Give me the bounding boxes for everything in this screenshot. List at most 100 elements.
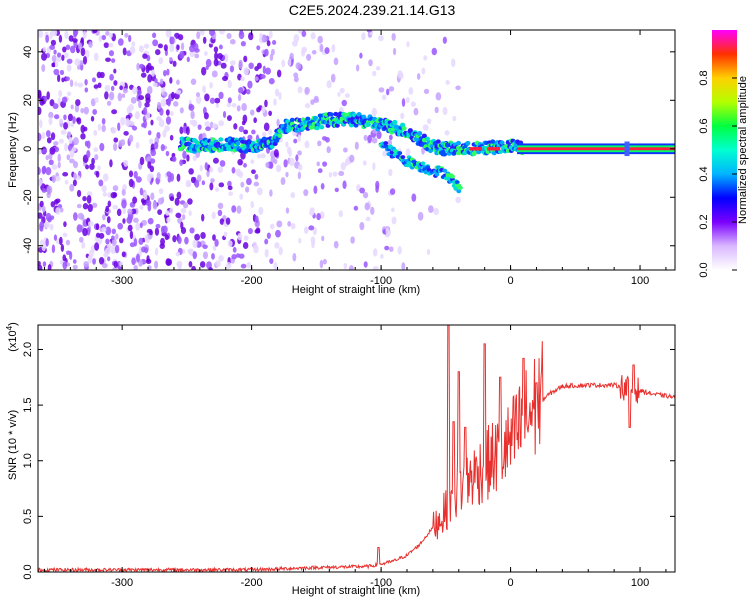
spectrogram-noise-cell <box>159 78 164 85</box>
spectrogram-noise-cell <box>177 236 182 245</box>
spectrogram-branch-cell <box>457 185 463 190</box>
spectrogram-noise-cell <box>211 70 218 78</box>
spectrogram-noise-cell <box>110 58 116 63</box>
spectrogram-noise-cell <box>70 122 75 128</box>
spectrogram-noise-cell <box>98 256 105 265</box>
spectrogram-noise-cell <box>46 91 50 100</box>
spectrogram-noise-cell <box>339 87 345 94</box>
x-tick-label: -100 <box>370 577 392 589</box>
spectrogram-noise-cell <box>38 264 43 270</box>
spectrogram-noise-cell <box>184 236 189 245</box>
spectrogram-noise-cell <box>170 36 175 45</box>
spectrogram-noise-cell <box>261 131 267 137</box>
spectrogram-noise-cell <box>389 246 394 252</box>
spectrogram-noise-cell <box>74 58 81 66</box>
spectrogram-noise-cell <box>214 187 220 192</box>
spectrogram-noise-cell <box>147 217 154 225</box>
spectrogram-noise-cell <box>80 214 85 221</box>
spectrogram-noise-cell <box>250 159 255 164</box>
spectrogram-noise-cell <box>317 35 323 44</box>
spectrogram-noise-cell <box>172 60 177 67</box>
spectrogram-noise-cell <box>176 191 182 200</box>
spectrogram-noise-cell <box>76 224 83 233</box>
spectrogram-noise-cell <box>165 258 171 266</box>
spectrogram-noise-cell <box>426 248 431 256</box>
spectrogram-noise-cell <box>41 132 46 140</box>
spectrogram-noise-cell <box>86 150 91 159</box>
spectrogram-noise-cell <box>328 171 333 178</box>
spectrogram-noise-cell <box>359 187 365 194</box>
x-tick-label: 100 <box>631 275 649 287</box>
spectrogram-ridge-cell <box>289 117 295 123</box>
spectrogram-noise-cell <box>214 238 219 247</box>
spectrogram-noise-cell <box>56 52 62 58</box>
spectrogram-noise-cell <box>321 136 328 141</box>
spectrogram-ridge-cell <box>435 139 441 144</box>
spectrogram-noise-cell <box>289 52 294 60</box>
spectrogram-noise-cell <box>444 130 450 136</box>
spectrogram-noise-cell <box>176 44 180 51</box>
spectrogram-noise-cell <box>265 162 270 168</box>
spectrogram-noise-cell <box>243 129 249 135</box>
spectrogram-noise-cell <box>92 109 98 115</box>
spectrogram-noise-cell <box>57 153 61 163</box>
spectrogram-noise-cell <box>204 51 208 56</box>
spectrogram-noise-cell <box>108 42 114 48</box>
spectrogram-noise-cell <box>92 30 98 34</box>
spectrogram-noise-cell <box>229 65 235 73</box>
spectrogram-noise-cell <box>208 166 214 173</box>
spectrogram-noise-cell <box>293 76 299 83</box>
spectrogram-noise-cell <box>256 62 262 69</box>
spectrogram-noise-cell <box>171 91 175 100</box>
spectrogram-noise-cell <box>238 253 245 259</box>
spectrogram-noise-cell <box>175 89 182 95</box>
spectrogram-noise-cell <box>258 206 264 215</box>
spectrogram-noise-cell <box>201 66 207 76</box>
spectrogram-noise-cell <box>67 91 72 97</box>
snr-multiplier-close: ) <box>7 322 19 326</box>
spectrogram-noise-cell <box>208 267 213 270</box>
spectrogram-noise-cell <box>215 260 221 268</box>
spectrogram-noise-cell <box>218 30 225 35</box>
spectrogram-noise-cell <box>43 95 48 102</box>
spectrogram-noise-cell <box>185 126 190 136</box>
spectrogram-noise-cell <box>304 86 310 95</box>
spectrogram-noise-cell <box>179 159 184 166</box>
spectrogram-noise-cell <box>401 98 406 107</box>
spectrogram-noise-cell <box>362 160 367 166</box>
spectrogram-noise-cell <box>133 264 138 270</box>
spectrogram-noise-cell <box>105 31 110 36</box>
spectrogram-noise-cell <box>226 33 232 40</box>
snr-multiplier-exponent: 4 <box>5 325 14 330</box>
colorbar-tick-label: 0.0 <box>698 262 710 277</box>
spectrogram-noise-cell <box>287 221 292 227</box>
spectrogram-noise-cell <box>148 230 153 236</box>
spectrogram-noise-cell <box>60 244 65 252</box>
spectrogram-noise-cell <box>332 171 338 177</box>
spectrogram-noise-cell <box>98 35 103 42</box>
spectrogram-noise-cell <box>38 106 42 116</box>
spectrogram-noise-cell <box>202 132 206 138</box>
spectrogram-noise-cell <box>72 264 78 270</box>
spectrogram-noise-cell <box>133 217 139 223</box>
spectrogram-noise-cell <box>349 154 355 163</box>
spectrogram-noise-cell <box>353 205 359 211</box>
spectrogram-noise-cell <box>372 248 378 257</box>
spectrogram-noise-cell <box>250 200 255 209</box>
spectrogram-noise-cell <box>62 254 67 262</box>
spectrogram-noise-cell <box>218 254 224 262</box>
spectrogram-noise-cell <box>281 59 286 68</box>
spectrogram-noise-cell <box>121 251 126 258</box>
spectrogram-noise-cell <box>122 218 126 224</box>
spectrogram-noise-cell <box>261 105 266 114</box>
spectrogram-noise-cell <box>310 32 316 40</box>
spectrogram-noise-cell <box>254 173 259 180</box>
spectrogram-ridge-cell <box>240 139 246 144</box>
spectrogram-noise-cell <box>87 254 93 264</box>
spectrogram-noise-cell <box>131 41 136 47</box>
spectrogram-noise-cell <box>364 202 370 211</box>
colorbar-ticks: 0.0 0.2 0.4 0.6 0.8 <box>698 70 737 278</box>
spectrogram-noise-cell <box>120 139 126 146</box>
spectrogram-noise-cell <box>143 43 150 49</box>
